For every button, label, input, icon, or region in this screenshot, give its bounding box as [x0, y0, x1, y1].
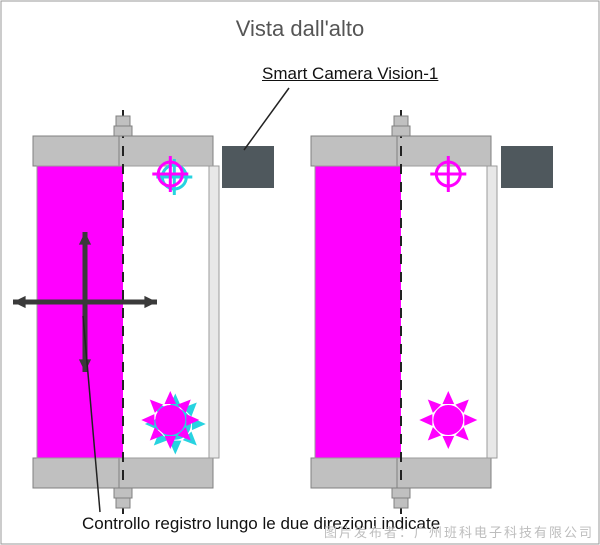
diagram-svg — [0, 0, 600, 545]
watermark: 图片发布者：广州班科电子科技有限公司 — [324, 522, 594, 541]
